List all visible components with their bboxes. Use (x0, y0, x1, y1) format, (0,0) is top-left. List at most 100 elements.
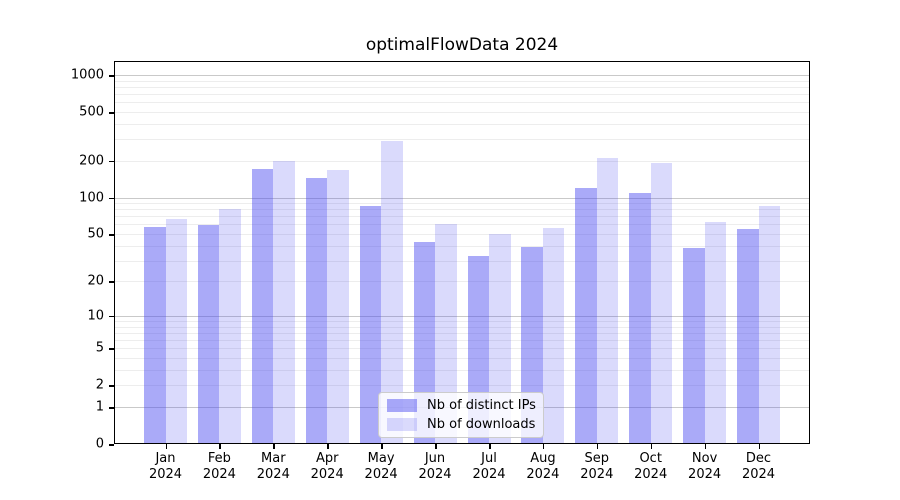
gridline-minor (114, 94, 810, 95)
y-tick-500 (109, 112, 114, 114)
gridline-minor (114, 160, 810, 162)
bar-nb-of-distinct-ips-nov (683, 248, 705, 444)
gridline-minor (114, 209, 810, 211)
legend-item-downloads: Nb of downloads (387, 417, 535, 432)
bar-nb-of-downloads-dec (758, 206, 780, 444)
x-tick-aug (542, 444, 545, 449)
y-tick-label-0: 0 (95, 436, 104, 452)
y-tick-label-50: 50 (87, 226, 104, 242)
bar-nb-of-downloads-sep (596, 158, 619, 444)
x-tick-label-feb: Feb 2024 (202, 451, 236, 483)
bar-nb-of-distinct-ips-feb (197, 225, 220, 444)
bar-nb-of-downloads-jan (165, 219, 187, 444)
bar-nb-of-distinct-ips-mar (251, 169, 274, 444)
y-tick-label-500: 500 (79, 104, 104, 120)
y-tick-label-5: 5 (95, 340, 104, 356)
y-tick-2 (109, 385, 114, 387)
x-tick-label-mar: Mar 2024 (256, 451, 290, 483)
legend-swatch-downloads (387, 418, 417, 431)
bar-nb-of-downloads-may (381, 141, 403, 444)
x-tick-label-sep: Sep 2024 (580, 451, 614, 483)
y-tick-label-100: 100 (79, 190, 104, 205)
bar-nb-of-downloads-mar (273, 161, 295, 444)
legend-item-distinct-ips: Nb of distinct IPs (387, 398, 536, 413)
x-tick-oct (650, 444, 653, 449)
y-tick-50 (109, 234, 114, 236)
y-tick-label-2: 2 (95, 377, 104, 393)
bar-nb-of-downloads-feb (219, 209, 241, 444)
x-tick-label-apr: Apr 2024 (310, 451, 344, 483)
bar-nb-of-downloads-oct (650, 162, 673, 444)
gridline-minor (114, 385, 810, 387)
gridline-minor (114, 224, 810, 226)
x-tick-mar (273, 444, 275, 449)
x-tick-feb (219, 444, 221, 449)
chart-title: optimalFlowData 2024 (365, 35, 559, 55)
y-tick-200 (109, 160, 114, 163)
x-tick-label-nov: Nov 2024 (688, 451, 722, 483)
y-tick-1000 (109, 75, 114, 77)
gridline-minor (114, 260, 810, 262)
gridline-minor (114, 321, 810, 322)
y-tick-20 (109, 281, 114, 283)
gridline-minor (114, 340, 810, 342)
y-tick-1 (109, 407, 114, 409)
x-tick-label-may: May 2024 (364, 451, 398, 483)
y-tick-label-20: 20 (87, 273, 104, 289)
gridline-minor (114, 112, 810, 113)
x-tick-label-jul: Jul 2024 (472, 451, 506, 483)
x-tick-label-aug: Aug 2024 (526, 451, 560, 483)
legend-label-downloads: Nb of downloads (427, 417, 536, 432)
gridline-minor (114, 139, 810, 141)
x-tick-dec (758, 444, 760, 449)
gridline-minor (114, 370, 810, 371)
bar-nb-of-downloads-jul (489, 234, 511, 444)
y-tick-10 (109, 315, 114, 318)
y-tick-100 (109, 197, 114, 199)
x-tick-label-jan: Jan 2024 (148, 451, 183, 483)
gridline-minor (114, 326, 810, 328)
legend-swatch-distinct-ips (387, 399, 417, 412)
legend-label-distinct-ips: Nb of distinct IPs (427, 398, 536, 413)
gridline-minor (114, 348, 810, 350)
x-tick-jan (165, 444, 167, 449)
gridline-minor (114, 234, 810, 235)
x-tick-jun (435, 444, 437, 449)
gridline-minor (114, 86, 810, 88)
bar-nb-of-distinct-ips-jan (144, 227, 166, 444)
bar-nb-of-distinct-ips-may (359, 206, 382, 444)
y-tick-label-200: 200 (79, 153, 104, 169)
x-tick-label-jun: Jun 2024 (418, 451, 452, 483)
gridline-major (114, 315, 810, 317)
bar-nb-of-downloads-aug (542, 228, 565, 444)
x-tick-sep (596, 444, 599, 449)
x-tick-label-dec: Dec 2024 (741, 451, 776, 483)
y-tick-5 (109, 348, 114, 350)
x-tick-jul (489, 444, 491, 449)
legend: Nb of distinct IPs Nb of downloads (378, 392, 544, 438)
gridline-minor (114, 102, 810, 104)
x-tick-nov (704, 444, 707, 449)
gridline-major (114, 75, 810, 76)
bar-nb-of-distinct-ips-apr (305, 178, 328, 444)
gridline-minor (114, 281, 810, 283)
y-tick-label-1: 1 (95, 399, 104, 415)
gridline-minor (114, 203, 810, 205)
bar-nb-of-distinct-ips-sep (575, 187, 597, 444)
bar-nb-of-downloads-jun (435, 223, 457, 444)
y-tick-label-1000: 1000 (70, 67, 104, 83)
y-tick-0 (109, 444, 114, 446)
gridline-minor (114, 216, 810, 218)
gridline-major (114, 197, 810, 199)
x-tick-label-oct: Oct 2024 (634, 451, 668, 483)
gridline-minor (114, 332, 810, 334)
gridline-minor (114, 123, 810, 125)
x-tick-apr (327, 444, 329, 449)
bar-nb-of-distinct-ips-oct (629, 193, 651, 444)
x-tick-may (381, 444, 383, 449)
gridline-minor (114, 358, 810, 359)
gridline-minor (114, 245, 810, 247)
bar-nb-of-downloads-nov (704, 221, 727, 444)
y-tick-label-10: 10 (87, 308, 104, 324)
